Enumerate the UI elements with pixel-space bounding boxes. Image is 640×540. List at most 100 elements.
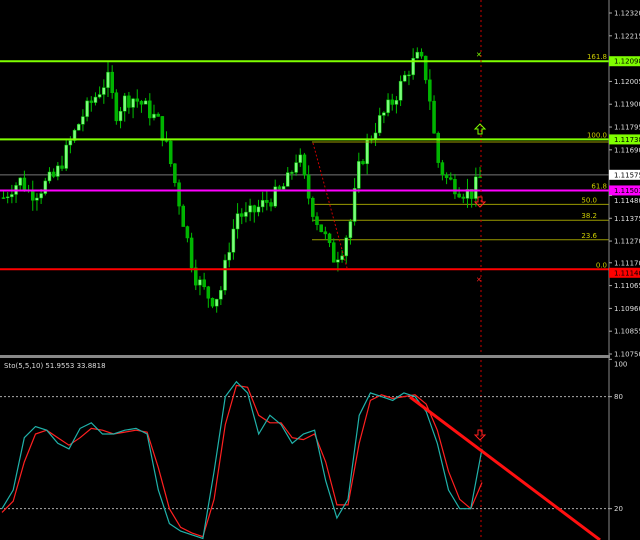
- arrow-down-icon: [473, 429, 487, 441]
- y-tick-label: 1.11170: [614, 259, 640, 267]
- candle-body: [357, 161, 361, 189]
- candle-body: [319, 224, 323, 232]
- y-tick-label: 1.11795: [614, 124, 640, 132]
- candle-body: [327, 233, 332, 243]
- candle-body: [148, 100, 152, 119]
- y-tick-label: 1.11900: [614, 101, 640, 109]
- level-price-tag: [609, 56, 640, 67]
- candle-body: [398, 80, 403, 101]
- candle-body: [60, 165, 64, 169]
- candle-body: [478, 176, 482, 179]
- candle-body: [461, 196, 466, 199]
- candle-body: [81, 116, 85, 125]
- candle-body: [269, 202, 273, 207]
- candle-body: [256, 206, 261, 213]
- candle-body: [76, 124, 81, 131]
- candle-body: [298, 154, 303, 163]
- candle-body: [93, 96, 98, 103]
- candle-body: [382, 112, 386, 116]
- candle-body: [181, 205, 185, 227]
- candle-body: [185, 226, 190, 239]
- candle-body: [248, 205, 252, 213]
- candle-body: [22, 177, 27, 191]
- candle-body: [72, 129, 77, 141]
- candle-body: [386, 99, 390, 113]
- candle-body: [423, 55, 428, 81]
- candle-body: [214, 298, 219, 307]
- candle-body: [97, 94, 102, 98]
- candle-body: [198, 279, 202, 286]
- stochastic-title: Sto(5,5,10) 51.9553 33.8818: [4, 362, 106, 370]
- candle-body: [373, 132, 378, 140]
- candle-body: [231, 228, 236, 253]
- candle-body: [453, 179, 457, 195]
- y-tick-label: 1.11375: [614, 215, 640, 223]
- candle-body: [407, 74, 411, 77]
- candle-body: [135, 98, 140, 102]
- candle-body: [336, 259, 340, 263]
- candle-body: [85, 100, 89, 117]
- candle-body: [352, 188, 357, 222]
- stoch-tick-label: 80: [614, 393, 623, 401]
- candle-body: [118, 110, 123, 122]
- fib-level-label: 0.0: [596, 261, 607, 269]
- stoch-tick-label: 20: [614, 505, 623, 513]
- candle-body: [474, 176, 478, 199]
- candle-body: [323, 231, 328, 235]
- candle-body: [277, 186, 282, 190]
- candle-body: [43, 180, 48, 194]
- stoch-main-line: [1, 380, 483, 540]
- y-tick-label: 1.11480: [614, 197, 640, 205]
- candle-body: [265, 200, 269, 203]
- candle-body: [31, 190, 35, 201]
- y-tick-label: 1.10855: [614, 328, 640, 336]
- fib-level-label: 161.8: [587, 53, 607, 61]
- candle-body: [344, 237, 349, 257]
- level-price-tag: [609, 134, 640, 145]
- candle-body: [377, 115, 382, 134]
- candle-body: [68, 140, 73, 146]
- candle-body: [56, 165, 60, 177]
- candle-body: [219, 289, 223, 300]
- candle-body: [361, 161, 365, 165]
- candle-body: [260, 200, 265, 208]
- candle-body: [436, 132, 440, 163]
- fib-level-label: 50.0: [581, 196, 597, 204]
- candle-body: [189, 237, 194, 269]
- candle-body: [411, 58, 415, 76]
- stochastic-pane[interactable]: [0, 380, 609, 540]
- fib-trend-line: [312, 142, 348, 269]
- y-tick-label: 1.12215: [614, 32, 640, 40]
- current-price-tag: [609, 169, 640, 180]
- level-price-label: 1.11503: [614, 187, 640, 195]
- y-tick-label: 1.10960: [614, 305, 640, 313]
- candle-body: [194, 267, 198, 286]
- candle-body: [457, 193, 461, 198]
- candle-body: [18, 177, 22, 186]
- candle-body: [432, 100, 436, 134]
- candle-body: [122, 95, 127, 112]
- y-tick-label: 1.11065: [614, 282, 640, 290]
- candle-body: [390, 99, 394, 105]
- candle-body: [131, 98, 135, 108]
- candle-body: [35, 197, 39, 201]
- stoch-signal-line: [1, 384, 483, 538]
- candle-body: [394, 100, 399, 105]
- candle-body: [202, 279, 206, 288]
- pane-separator: [0, 355, 610, 358]
- candle-body: [285, 172, 290, 187]
- candle-body: [331, 242, 336, 263]
- candle-body: [143, 100, 148, 105]
- candle-body: [469, 189, 474, 199]
- candle-body: [127, 95, 131, 108]
- candle-body: [106, 71, 110, 88]
- candle-body: [1, 197, 6, 199]
- price-pane[interactable]: 50.0 38.2 23.6 161.8 100.0 61.8 0.0 ✕ ✕: [0, 0, 609, 540]
- candle-body: [110, 71, 114, 94]
- candle-body: [244, 211, 248, 217]
- candle-body: [39, 193, 43, 199]
- candle-body: [177, 182, 181, 207]
- candle-body: [315, 216, 319, 225]
